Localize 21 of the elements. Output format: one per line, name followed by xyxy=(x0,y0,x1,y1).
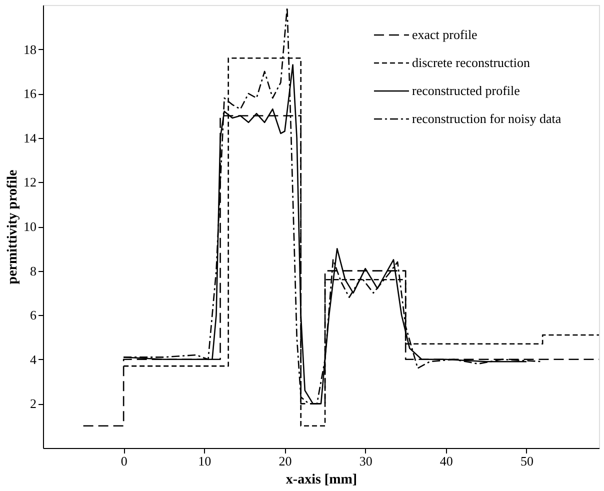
y-tick-label: 12 xyxy=(24,174,36,190)
x-tick-label: 20 xyxy=(278,454,292,468)
y-tick-label: 6 xyxy=(30,308,37,323)
y-tick-label: 10 xyxy=(24,219,36,234)
y-tick-label: 8 xyxy=(30,263,36,278)
legend-label: discrete reconstruction xyxy=(412,55,531,70)
x-axis-title: x-axis [mm] xyxy=(286,472,358,488)
y-tick-label: 16 xyxy=(24,86,37,102)
y-tick-label: 18 xyxy=(24,42,36,57)
legend-label: reconstruction for noisy data xyxy=(412,111,562,126)
x-tick-label: 0 xyxy=(120,454,128,468)
x-tick-label: 40 xyxy=(440,454,453,468)
y-axis-title: permittivity profile xyxy=(6,170,20,284)
y-tick-label: 4 xyxy=(30,352,37,367)
x-tick-label: 30 xyxy=(359,454,372,468)
y-tick-label: 2 xyxy=(30,396,36,412)
x-tick-label: 10 xyxy=(198,454,212,468)
legend-label: reconstructed profile xyxy=(412,83,520,98)
legend-label: exact profile xyxy=(412,27,478,42)
y-tick-label: 14 xyxy=(24,130,37,146)
x-tick-label: 50 xyxy=(520,454,534,468)
